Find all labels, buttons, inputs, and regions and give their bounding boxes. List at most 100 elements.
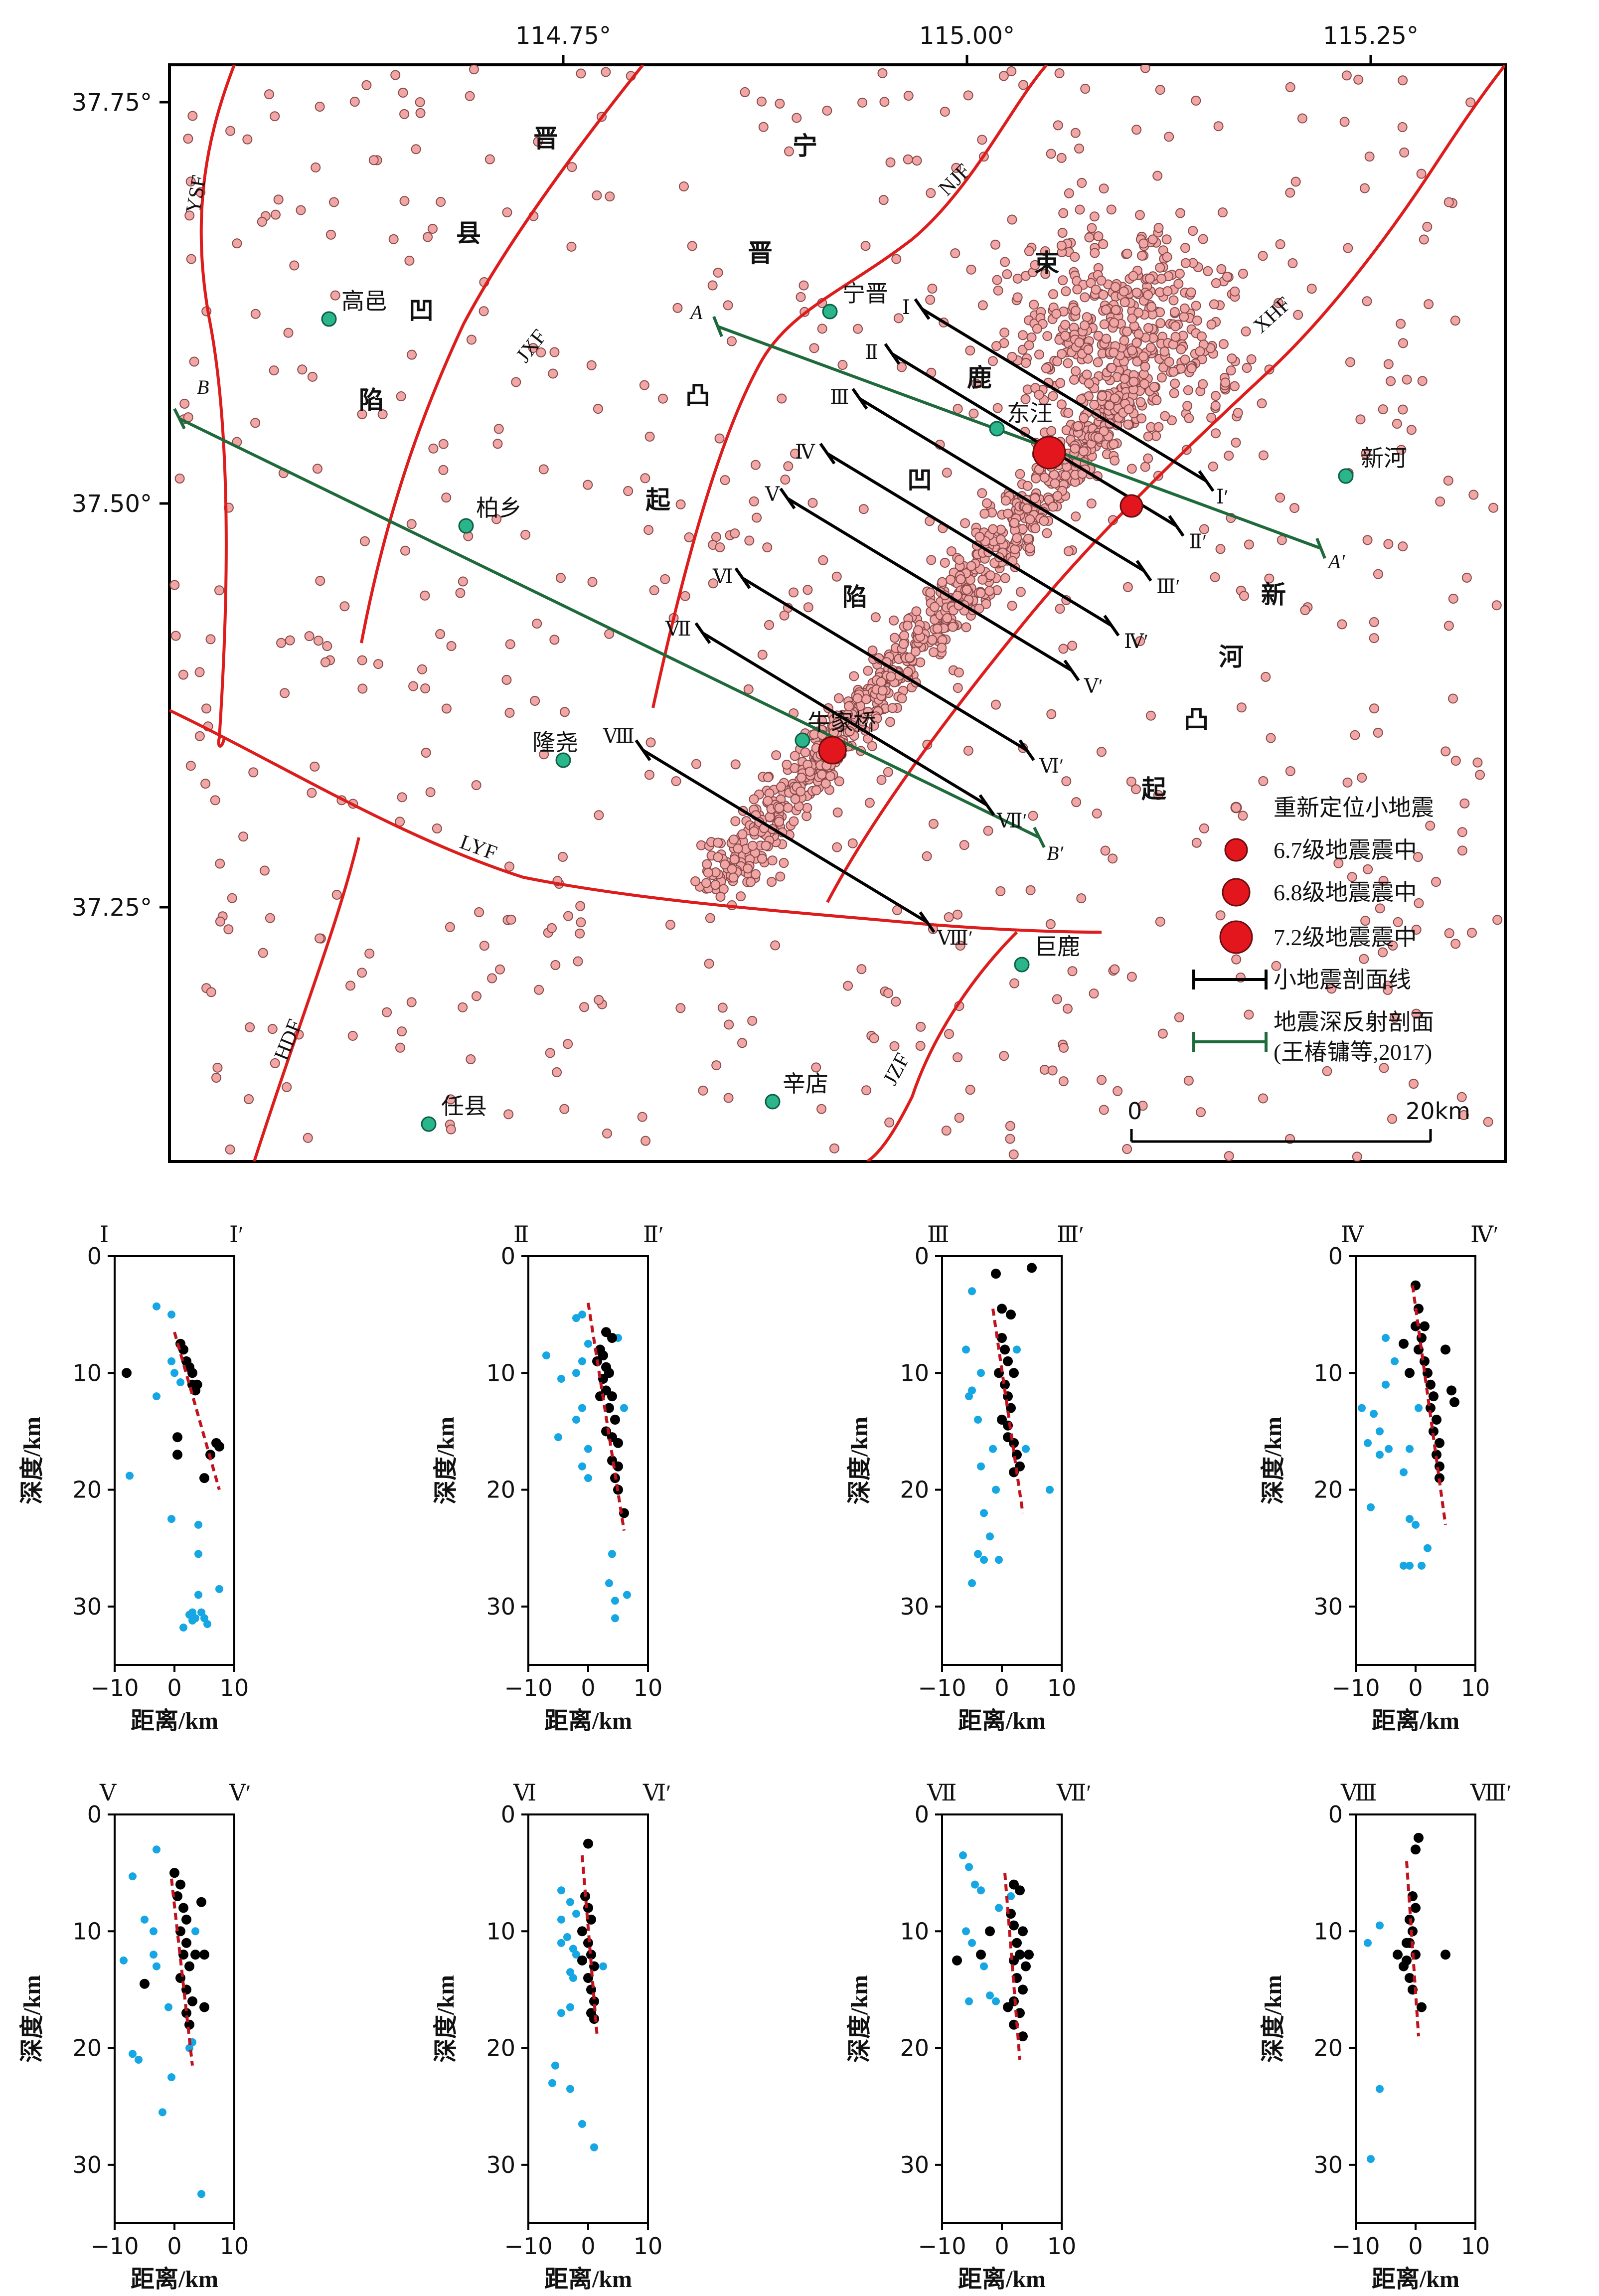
micro-event xyxy=(1257,398,1267,409)
hypocenter-cluster xyxy=(187,1368,197,1378)
micro-event xyxy=(558,851,568,862)
hypocenter-cluster xyxy=(214,1441,224,1452)
micro-event xyxy=(377,409,388,420)
micro-event xyxy=(1060,320,1070,330)
micro-event xyxy=(1025,885,1036,895)
micro-event xyxy=(940,107,950,117)
micro-event xyxy=(312,464,322,474)
micro-event xyxy=(809,343,819,353)
hypocenter-other xyxy=(992,1485,1000,1494)
profile-label: Ⅵ xyxy=(712,565,733,588)
region-char: 河 xyxy=(1219,643,1244,671)
town-label: 宁晋 xyxy=(842,281,888,307)
micro-event xyxy=(1077,177,1087,188)
hypocenter-other xyxy=(572,1314,580,1322)
micro-event xyxy=(1123,404,1134,414)
micro-event xyxy=(853,324,863,334)
micro-event xyxy=(1180,354,1190,365)
micro-event xyxy=(382,1007,392,1017)
scale-min: 0 xyxy=(1127,1098,1142,1125)
legend-symbol-72 xyxy=(1219,920,1253,954)
hypocenter-other xyxy=(1400,1561,1408,1570)
micro-event xyxy=(1007,214,1017,225)
micro-event xyxy=(269,365,279,376)
micro-event xyxy=(307,371,318,382)
micro-event xyxy=(1211,278,1221,288)
hypocenter-other xyxy=(590,2143,598,2151)
hypocenter-other xyxy=(1367,1503,1375,1511)
fault-njf xyxy=(651,65,1048,708)
micro-event xyxy=(1411,1008,1422,1019)
micro-event xyxy=(950,248,960,259)
micro-event xyxy=(1184,413,1194,423)
y-tick-label: 0 xyxy=(501,1243,515,1270)
hypocenter-cluster xyxy=(589,2014,599,2024)
micro-event xyxy=(1072,284,1083,295)
micro-event xyxy=(1025,514,1035,524)
micro-event xyxy=(1203,266,1213,276)
micro-event xyxy=(1246,354,1257,364)
micro-event xyxy=(1108,853,1118,864)
micro-event xyxy=(916,1021,926,1032)
micro-event xyxy=(1024,246,1034,256)
hypocenter-other xyxy=(120,1956,128,1965)
hypocenter-cluster xyxy=(1432,1450,1441,1460)
micro-event xyxy=(1119,286,1129,297)
hypocenter-other xyxy=(986,1532,994,1541)
hypocenter-cluster xyxy=(1024,1950,1034,1960)
micro-event xyxy=(1151,395,1162,405)
x-tick-label: 0 xyxy=(1408,2233,1423,2260)
hypocenter-cluster xyxy=(1405,1973,1415,1983)
hypocenter-cluster xyxy=(122,1368,132,1378)
section-start-label: Ⅴ xyxy=(99,1780,117,1805)
hypocenter-other xyxy=(197,2190,205,2198)
fault-lyf xyxy=(169,709,1102,934)
micro-event xyxy=(1357,773,1367,783)
micro-event xyxy=(1231,954,1242,965)
micro-event xyxy=(1217,207,1228,218)
micro-event xyxy=(995,886,1006,896)
hypocenter-cluster xyxy=(178,1344,188,1355)
micro-event xyxy=(1058,275,1068,286)
x-tick-label: 10 xyxy=(220,1674,249,1701)
micro-event xyxy=(955,941,965,951)
micro-event xyxy=(1352,1151,1362,1161)
micro-event xyxy=(915,657,926,667)
micro-event xyxy=(1424,299,1434,310)
section-start-label: Ⅳ xyxy=(1341,1222,1364,1247)
legend-symbol-profile xyxy=(1192,970,1268,989)
micro-event xyxy=(843,981,853,991)
micro-event xyxy=(1055,604,1065,614)
micro-event xyxy=(1074,144,1084,154)
hypocenter-other xyxy=(150,1927,158,1936)
hypocenter-other xyxy=(608,1550,616,1558)
micro-event xyxy=(1333,858,1344,868)
hypocenter-other xyxy=(1364,1939,1372,1947)
micro-event xyxy=(212,1062,223,1073)
hypocenter-other xyxy=(126,1472,134,1480)
micro-event xyxy=(407,349,417,360)
micro-event xyxy=(566,241,577,252)
hypocenter-other xyxy=(1367,2155,1375,2163)
micro-event xyxy=(1127,313,1137,324)
y-tick-label: 0 xyxy=(87,1801,102,1828)
micro-event xyxy=(1409,1079,1419,1089)
micro-event xyxy=(1258,1093,1268,1104)
micro-event xyxy=(1090,248,1100,258)
micro-event xyxy=(1397,122,1408,133)
micro-event xyxy=(1155,318,1166,328)
micro-event xyxy=(782,759,792,770)
x-axis-label: 距离/km xyxy=(544,2266,632,2293)
hypocenter-cluster xyxy=(586,1950,596,1960)
hypocenter-cluster xyxy=(583,1838,593,1849)
micro-event xyxy=(1378,947,1388,958)
micro-event xyxy=(1208,461,1218,472)
micro-event xyxy=(1113,1086,1123,1096)
y-tick-label: 30 xyxy=(72,2151,102,2178)
micro-event xyxy=(988,524,998,534)
micro-event xyxy=(992,403,1003,413)
y-axis-label: 深度/km xyxy=(433,1975,459,2063)
micro-event xyxy=(832,842,842,852)
